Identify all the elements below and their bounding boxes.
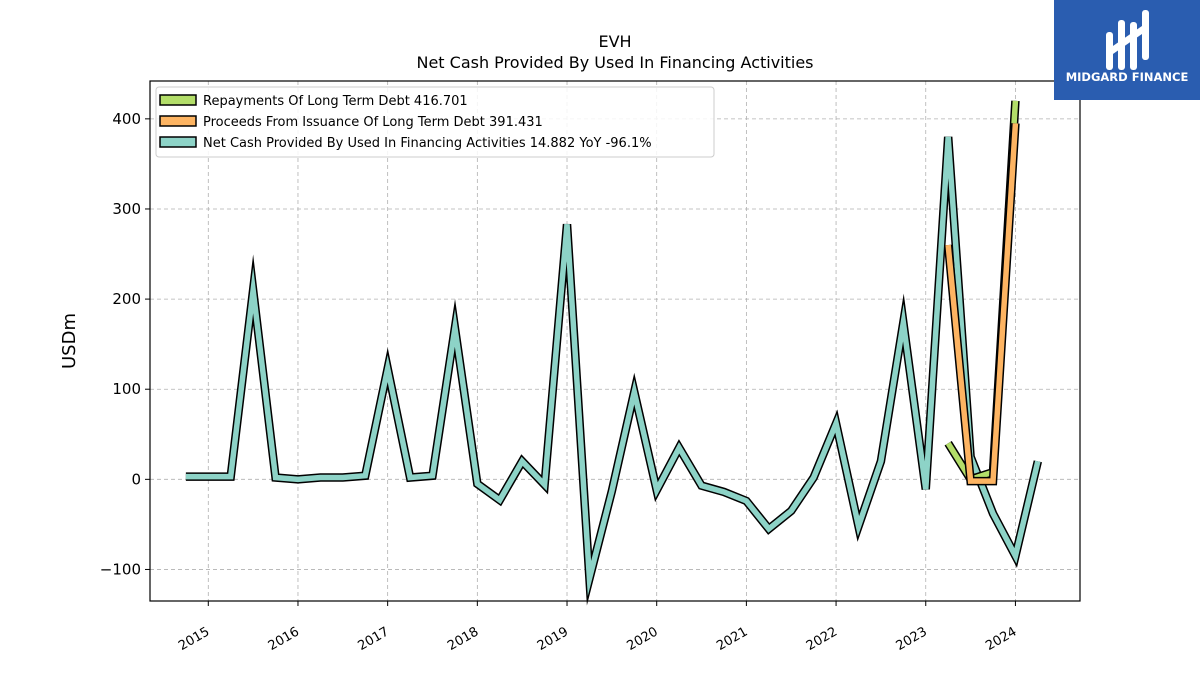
legend-swatch <box>159 115 197 127</box>
y-tick-label: −100 <box>100 560 141 578</box>
logo-mark-icon <box>1106 10 1149 70</box>
legend-entry-label: Net Cash Provided By Used In Financing A… <box>203 136 652 151</box>
series-line <box>945 123 1019 484</box>
chart-subtitle: Net Cash Provided By Used In Financing A… <box>416 53 813 72</box>
y-tick-label: 200 <box>112 290 141 308</box>
logo-text: MIDGARD FINANCE <box>1066 70 1189 84</box>
legend-entry-label: Proceeds From Issuance Of Long Term Debt… <box>203 115 543 130</box>
series-2 <box>943 123 1020 486</box>
y-tick-label: 400 <box>112 110 141 128</box>
plot-frame <box>149 80 1081 602</box>
y-axis-label: USDm <box>59 313 80 369</box>
chart-title: EVH <box>598 32 631 51</box>
legend-box <box>155 86 715 158</box>
plot-series <box>185 100 1042 606</box>
y-tick-label: 100 <box>112 380 141 398</box>
legend: Repayments Of Long Term Debt 416.701 Proc… <box>155 86 715 158</box>
legend-swatch <box>159 94 197 106</box>
midgard-finance-logo: MIDGARD FINANCE <box>1054 0 1200 100</box>
series-line <box>185 136 1041 596</box>
legend-entry-label: Repayments Of Long Term Debt 416.701 <box>203 94 468 109</box>
y-axis-ticks: −100 0 100 200 300 400 <box>100 110 150 578</box>
y-tick-label: 300 <box>112 200 141 218</box>
series-0 <box>185 136 1042 606</box>
y-tick-label: 0 <box>131 470 141 488</box>
legend-swatch <box>159 136 197 148</box>
grid <box>150 81 1080 601</box>
logo-background <box>1054 0 1200 100</box>
